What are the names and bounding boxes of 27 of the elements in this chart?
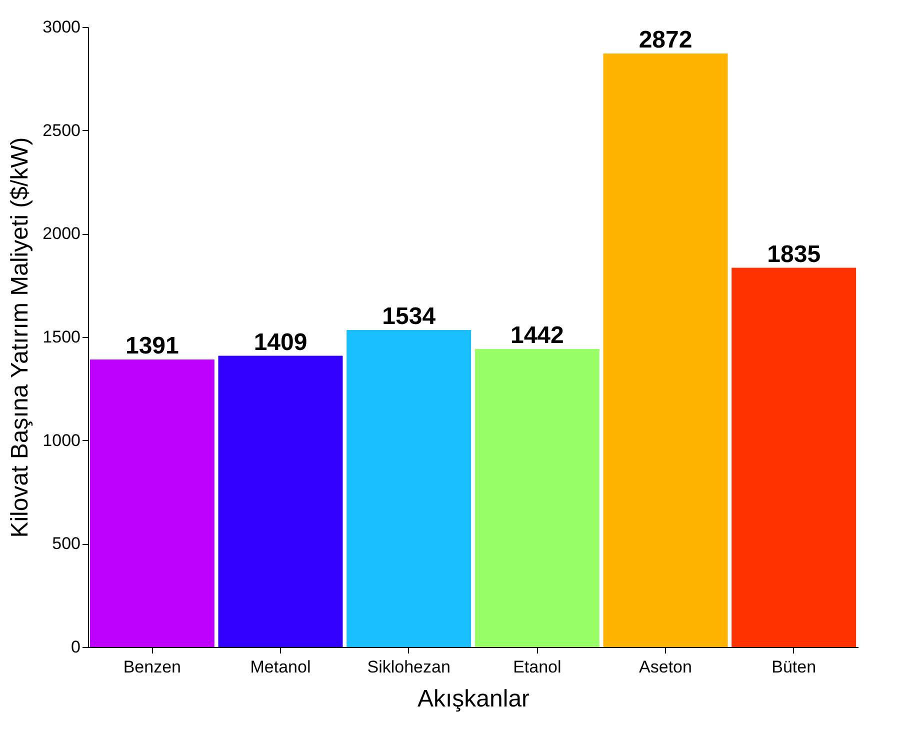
x-tick-label: Benzen [123,658,182,676]
x-tick-label: Siklohezan [367,658,450,676]
x-tick-label: Aseton [639,658,692,676]
data-label: 1409 [254,328,308,356]
data-label: 1391 [125,332,179,360]
y-tick-label: 1500 [42,328,80,346]
x-tick-label: Etanol [513,658,562,676]
bar [732,268,856,647]
x-axis-title: Akışkanlar [417,686,530,712]
bar [603,53,728,647]
bar [90,360,214,647]
y-tick-label: 500 [52,534,80,554]
y-axis-title: Kilovat Başına Yatırım Maliyeti ($/kW) [6,137,34,538]
y-tick-label: 2500 [42,120,80,140]
bar [218,356,343,647]
y-tick-label: 2000 [42,224,80,244]
data-label: 1442 [510,322,564,349]
data-label: 2872 [638,26,692,54]
data-label: 1835 [767,240,821,268]
bar [474,348,600,647]
y-tick-label: 0 [71,638,80,656]
x-tick-label: Büten [772,658,816,676]
y-tick-label: 3000 [42,18,80,36]
x-tick-label: Metanol [250,658,311,676]
bar [346,330,472,647]
y-tick-label: 1000 [42,430,80,450]
data-label: 1534 [382,302,436,330]
